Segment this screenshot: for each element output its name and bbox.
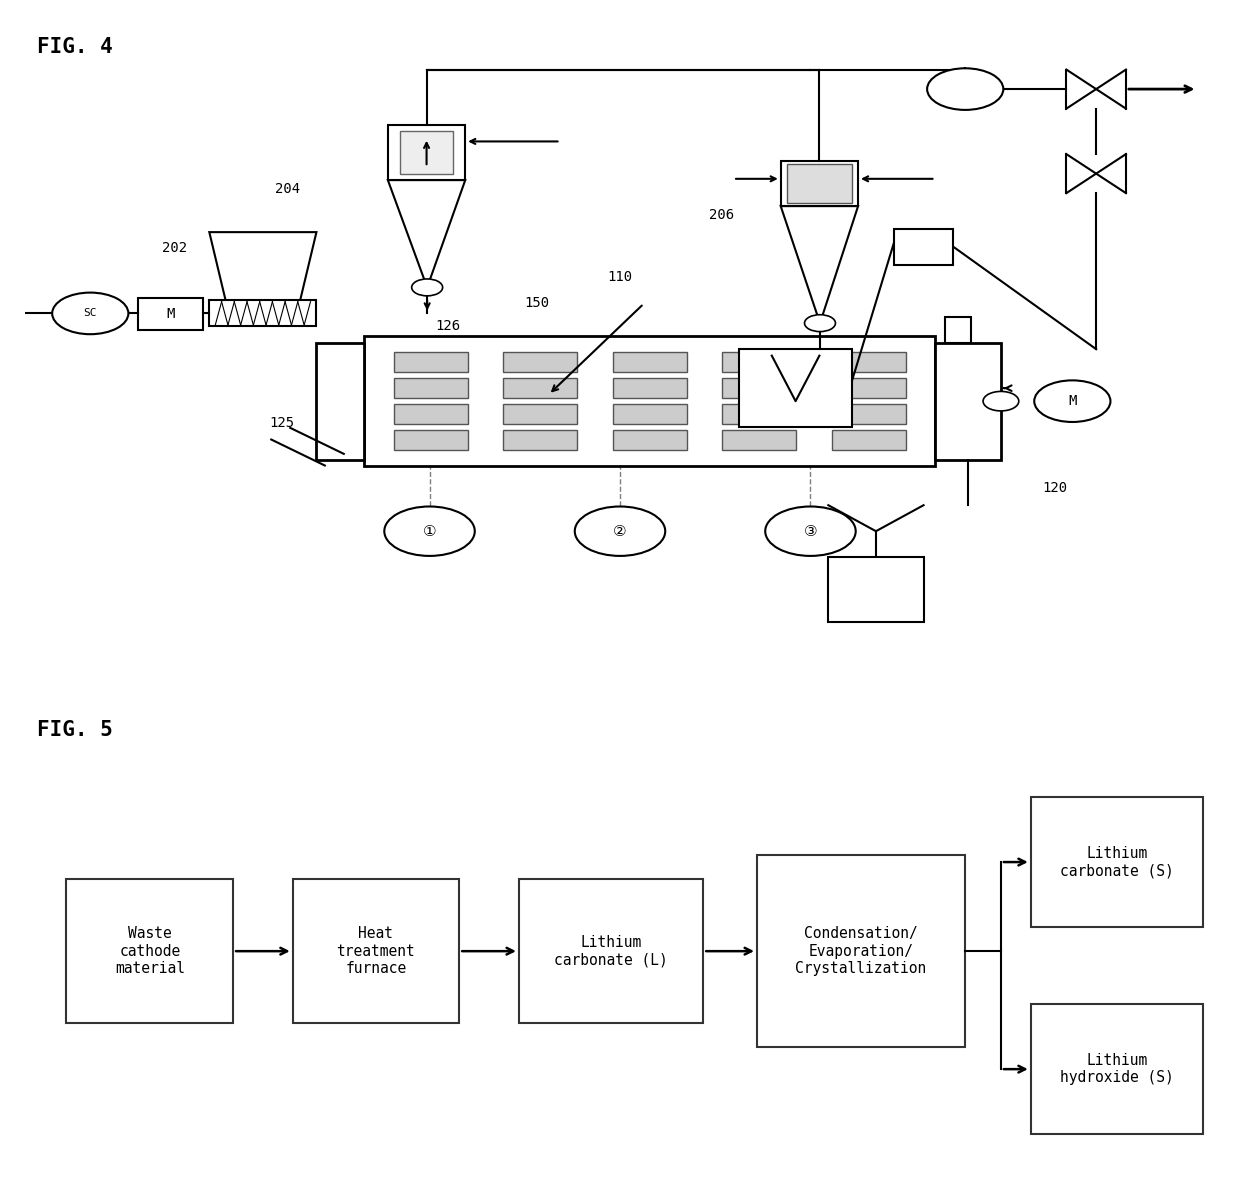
Circle shape bbox=[412, 279, 443, 296]
Bar bbox=[210, 300, 316, 326]
Bar bbox=[503, 431, 577, 450]
Bar bbox=[723, 353, 796, 372]
Text: 110: 110 bbox=[608, 270, 632, 284]
Text: 204: 204 bbox=[275, 182, 300, 196]
Bar bbox=[503, 353, 577, 372]
Bar bbox=[723, 431, 796, 450]
Bar bbox=[1030, 1004, 1203, 1134]
Circle shape bbox=[765, 507, 856, 556]
Text: ①: ① bbox=[423, 524, 436, 538]
Text: Condensation/
Evaporation/
Crystallization: Condensation/ Evaporation/ Crystallizati… bbox=[795, 926, 926, 976]
Bar bbox=[518, 879, 703, 1023]
Bar bbox=[832, 378, 905, 397]
Bar bbox=[399, 131, 454, 173]
Bar bbox=[786, 164, 852, 202]
Circle shape bbox=[983, 391, 1019, 411]
Bar bbox=[756, 855, 965, 1047]
Text: Heat
treatment
furnace: Heat treatment furnace bbox=[336, 926, 415, 976]
Text: 206: 206 bbox=[709, 208, 734, 222]
Bar bbox=[613, 353, 687, 372]
Text: Lithium
carbonate (L): Lithium carbonate (L) bbox=[554, 936, 668, 967]
Bar bbox=[138, 299, 203, 330]
Text: FIG. 4: FIG. 4 bbox=[37, 37, 113, 57]
Bar bbox=[613, 431, 687, 450]
Bar bbox=[723, 378, 796, 397]
Circle shape bbox=[805, 314, 836, 331]
Bar bbox=[945, 317, 971, 343]
Bar bbox=[935, 343, 1001, 460]
Bar bbox=[503, 378, 577, 397]
Text: Lithium
hydroxide (S): Lithium hydroxide (S) bbox=[1060, 1054, 1174, 1085]
Text: ③: ③ bbox=[804, 524, 817, 538]
Text: Waste
cathode
material: Waste cathode material bbox=[115, 926, 185, 976]
Bar bbox=[394, 378, 467, 397]
Text: 150: 150 bbox=[525, 296, 549, 311]
Bar bbox=[388, 125, 465, 181]
Bar bbox=[394, 431, 467, 450]
Bar bbox=[739, 349, 852, 427]
Text: SC: SC bbox=[83, 308, 97, 318]
Bar bbox=[894, 229, 954, 265]
Text: Lithium
carbonate (S): Lithium carbonate (S) bbox=[1060, 846, 1174, 878]
Circle shape bbox=[928, 69, 1003, 110]
Bar bbox=[723, 405, 796, 424]
Bar bbox=[293, 879, 459, 1023]
Bar bbox=[394, 405, 467, 424]
Circle shape bbox=[575, 507, 665, 556]
Polygon shape bbox=[210, 232, 316, 307]
Bar bbox=[832, 353, 905, 372]
Polygon shape bbox=[388, 181, 465, 288]
Text: 202: 202 bbox=[161, 241, 187, 254]
Circle shape bbox=[52, 293, 129, 335]
Circle shape bbox=[384, 507, 475, 556]
Bar bbox=[394, 353, 467, 372]
Bar bbox=[832, 431, 905, 450]
Bar bbox=[316, 343, 365, 460]
Circle shape bbox=[1034, 380, 1111, 421]
Text: M: M bbox=[166, 307, 175, 321]
Bar bbox=[67, 879, 233, 1023]
Bar bbox=[503, 405, 577, 424]
Bar bbox=[828, 557, 924, 622]
Bar bbox=[365, 336, 935, 466]
Text: ②: ② bbox=[614, 524, 626, 538]
Text: 120: 120 bbox=[1043, 482, 1068, 495]
Bar bbox=[1030, 797, 1203, 927]
Text: FIG. 5: FIG. 5 bbox=[37, 720, 113, 740]
Polygon shape bbox=[781, 206, 858, 323]
Text: M: M bbox=[1068, 394, 1076, 408]
Text: 125: 125 bbox=[269, 417, 294, 430]
Bar bbox=[781, 160, 858, 206]
Bar bbox=[613, 405, 687, 424]
Bar bbox=[832, 405, 905, 424]
Bar bbox=[613, 378, 687, 397]
Text: 126: 126 bbox=[435, 319, 460, 332]
